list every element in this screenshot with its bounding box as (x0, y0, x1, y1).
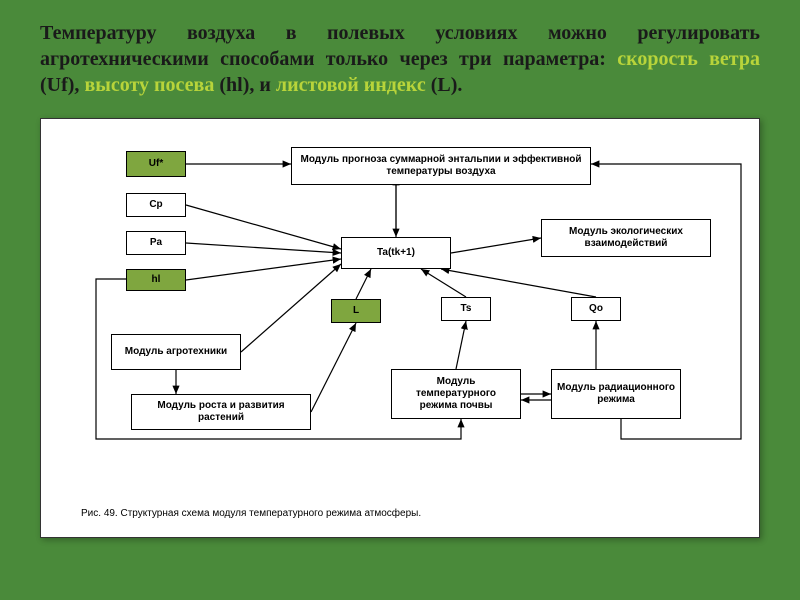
diagram-area: Рис. 49. Структурная схема модуля темпер… (40, 118, 760, 538)
node-cp: Cp (126, 193, 186, 217)
edge (451, 238, 541, 253)
edge (186, 243, 341, 253)
heading-post: (L). (431, 74, 463, 96)
edge (456, 321, 466, 369)
edge (421, 269, 466, 297)
heading-mid2: (hl), и (219, 74, 276, 96)
node-qo: Qo (571, 297, 621, 321)
edge (186, 205, 341, 249)
node-eco: Модуль экологических взаимодействий (541, 219, 711, 257)
heading-mid1: (Uf), (40, 74, 84, 96)
edge (186, 259, 341, 280)
node-hl: hl (126, 269, 186, 291)
node-growth: Модуль роста и развития растений (131, 394, 311, 430)
highlight-height: высоту посева (84, 74, 214, 96)
node-agro: Модуль агротехники (111, 334, 241, 370)
node-pa: Pa (126, 231, 186, 255)
node-ts: Ts (441, 297, 491, 321)
node-uf: Uf* (126, 151, 186, 177)
heading-text: Температуру воздуха в полевых условиях м… (0, 0, 800, 108)
edge (241, 264, 341, 352)
highlight-leaf: листовой индекс (276, 74, 426, 96)
highlight-wind: скорость ветра (617, 48, 760, 70)
node-L: L (331, 299, 381, 323)
edge (441, 269, 596, 297)
edge (356, 269, 371, 299)
edge (311, 323, 356, 412)
node-ta: Ta(tk+1) (341, 237, 451, 269)
node-soil: Модуль температурного режима почвы (391, 369, 521, 419)
diagram-caption: Рис. 49. Структурная схема модуля темпер… (81, 508, 421, 519)
node-enth: Модуль прогноза суммарной энтальпии и эф… (291, 147, 591, 185)
node-rad: Модуль радиационного режима (551, 369, 681, 419)
